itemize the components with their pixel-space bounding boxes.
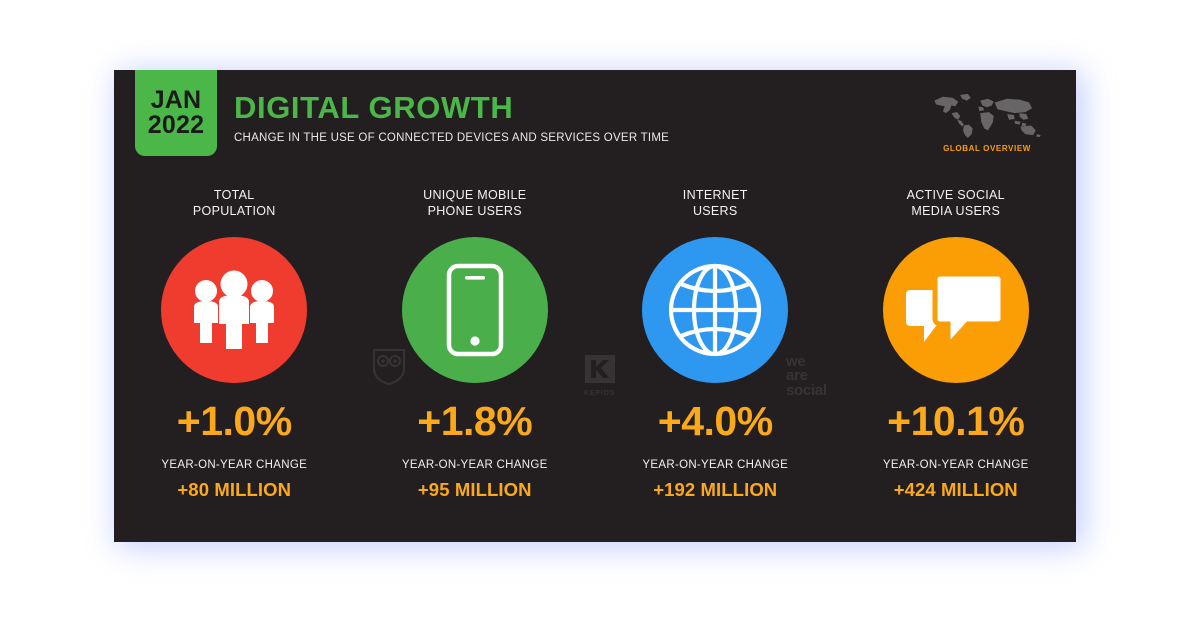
page-subtitle: CHANGE IN THE USE OF CONNECTED DEVICES A…	[234, 132, 670, 144]
metric-change-label: YEAR-ON-YEAR CHANGE	[401, 459, 548, 471]
hootsuite-owl-icon	[373, 349, 405, 386]
metric-value: +10.1%	[887, 398, 1025, 444]
global-overview-label: GLOBAL OVERVIEW	[943, 144, 1031, 153]
metric-active-social-media-users: ACTIVE SOCIAL MEDIA USERS +10.1% YEAR-ON…	[836, 188, 1077, 501]
metric-label: ACTIVE SOCIAL MEDIA USERS	[907, 188, 1005, 222]
metric-icon-circle	[882, 237, 1029, 383]
date-badge-year: 2022	[147, 111, 205, 139]
metric-icon-circle	[161, 237, 308, 383]
world-map-icon	[934, 93, 1041, 138]
metric-change-value: +424 MILLION	[893, 479, 1018, 500]
metric-value: +4.0%	[657, 398, 773, 444]
metric-change-label: YEAR-ON-YEAR CHANGE	[161, 459, 308, 471]
kepios-label: KEPIOS	[584, 390, 616, 397]
global-overview-block: GLOBAL OVERVIEW	[922, 92, 1052, 153]
hootsuite-watermark	[372, 348, 406, 391]
metric-label: TOTAL POPULATION	[193, 188, 276, 222]
kepios-logo-icon	[584, 355, 615, 383]
metric-label-line1: TOTAL	[213, 188, 255, 202]
metric-internet-users: INTERNET USERS +4	[595, 188, 836, 501]
we-are-social-line2: are	[786, 367, 808, 385]
we-are-social-watermark: we are social	[786, 353, 827, 399]
metric-change-label: YEAR-ON-YEAR CHANGE	[882, 459, 1029, 471]
slide-header: JAN 2022 DIGITAL GROWTH CHANGE IN THE US…	[114, 70, 1076, 178]
we-are-social-line3: social	[786, 381, 827, 399]
digital-growth-slide: JAN 2022 DIGITAL GROWTH CHANGE IN THE US…	[114, 70, 1076, 542]
people-group-icon	[194, 270, 275, 349]
globe-icon	[669, 263, 762, 357]
metric-value: +1.0%	[176, 398, 292, 444]
metric-icon-circle	[642, 237, 789, 383]
smartphone-icon	[446, 263, 503, 357]
metric-change-value: +95 MILLION	[417, 479, 532, 500]
we-are-social-logo: we are social	[786, 353, 827, 399]
speech-bubbles-icon	[905, 271, 1006, 352]
metric-total-population: TOTAL POPULATION	[114, 188, 355, 501]
metric-value: +1.8%	[417, 398, 533, 444]
metric-label-line2: POPULATION	[192, 203, 276, 218]
metric-unique-mobile-phone-users: UNIQUE MOBILE PHONE USERS +1.8% YEAR-ON-…	[355, 188, 596, 501]
metric-label: INTERNET USERS	[683, 188, 748, 222]
kepios-watermark: KEPIOS	[584, 355, 615, 397]
metric-icon-circle	[401, 237, 548, 383]
metric-label-line2: USERS	[692, 203, 738, 218]
metric-label-line2: PHONE USERS	[427, 203, 522, 218]
title-block: DIGITAL GROWTH CHANGE IN THE USE OF CONN…	[234, 92, 669, 144]
page-title: DIGITAL GROWTH	[234, 90, 514, 125]
metric-label: UNIQUE MOBILE PHONE USERS	[423, 188, 526, 222]
metric-change-label: YEAR-ON-YEAR CHANGE	[642, 459, 789, 471]
metric-label-line1: INTERNET	[682, 188, 748, 202]
metric-label-line1: UNIQUE MOBILE	[423, 188, 527, 202]
date-badge: JAN 2022	[135, 70, 217, 156]
we-are-social-line1: we	[786, 353, 806, 370]
metrics-row: TOTAL POPULATION	[114, 188, 1076, 501]
metric-change-value: +80 MILLION	[177, 479, 292, 500]
metric-label-line1: ACTIVE SOCIAL	[906, 188, 1005, 202]
metric-change-value: +192 MILLION	[653, 479, 778, 500]
metric-label-line2: MEDIA USERS	[911, 203, 1001, 218]
date-badge-month: JAN	[150, 85, 202, 114]
